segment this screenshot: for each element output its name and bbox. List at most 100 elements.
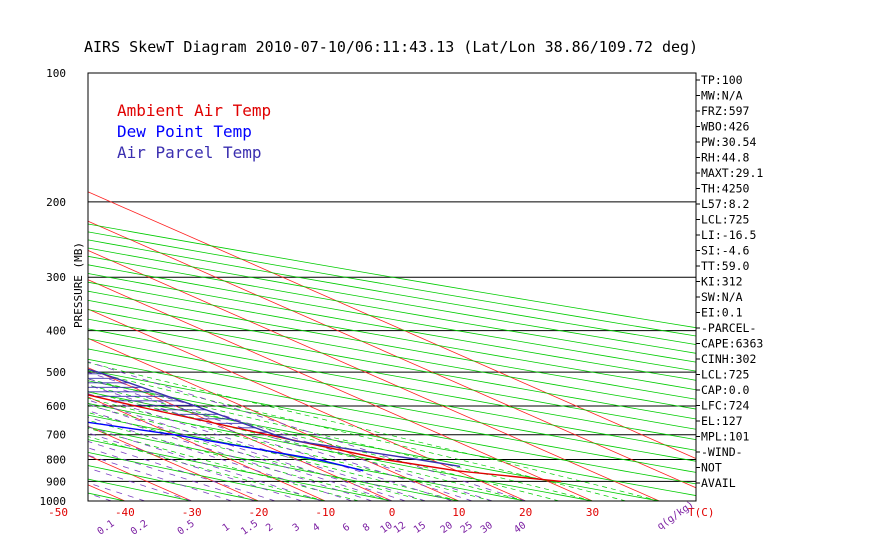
isotherm-line (88, 367, 393, 501)
index-entry: CAP:0.0 (701, 383, 750, 397)
moist-adiabat-line (88, 427, 359, 501)
index-entry: SW:N/A (701, 290, 743, 304)
mixing-ratio-line (88, 410, 373, 501)
moist-adiabat-line (88, 391, 526, 501)
isotherm-line (88, 337, 460, 501)
bottom-temp-tick-label: 10 (452, 506, 465, 519)
mixing-ratio-label: 2 (264, 522, 275, 534)
plot-frame (87, 72, 697, 502)
pressure-tick-label: 700 (46, 429, 66, 442)
mixing-ratio-label: 25 (459, 520, 475, 536)
mixing-ratio-label: 0.1 (96, 518, 117, 537)
mixing-ratio-line (88, 399, 406, 501)
dry-adiabat-line (88, 414, 526, 501)
index-entry: SI:-4.6 (701, 244, 750, 258)
mixing-ratio-label: 0.2 (129, 518, 150, 537)
pressure-tick-label: 500 (46, 366, 66, 379)
pressure-tick-label: 600 (46, 400, 66, 413)
mixing-ratio-label: 6 (341, 522, 352, 534)
index-entry: WBO:426 (701, 120, 750, 134)
dry-adiabat-line (88, 451, 326, 501)
mixing-ratio-label: 0.5 (176, 518, 197, 537)
dry-adiabat-line (88, 231, 696, 337)
index-entry: KI:312 (701, 275, 743, 289)
dry-adiabat-line (88, 439, 393, 501)
profile-lines (88, 368, 562, 483)
dry-adiabat-line (88, 299, 696, 410)
index-entry: MAXT:29.1 (701, 166, 763, 180)
dry-adiabat-line (88, 328, 696, 441)
index-entry: L57:8.2 (701, 197, 749, 211)
dry-adiabat-line (88, 239, 696, 345)
mixing-ratio-line (88, 378, 473, 501)
pressure-tick-label: 1000 (40, 495, 67, 508)
mixing-ratio-label: 4 (311, 522, 322, 534)
mixing-ratio-line (88, 403, 393, 501)
index-entry: LFC:724 (701, 399, 750, 413)
legend-entry: Ambient Air Temp (117, 101, 271, 120)
isotherm-line (88, 308, 526, 501)
bottom-temp-tick-label: -10 (315, 506, 335, 519)
mixing-ratio-line (88, 384, 453, 501)
mixing-ratio-line (88, 371, 493, 501)
bottom-temp-tick-label: -40 (115, 506, 135, 519)
index-entry: EL:127 (701, 414, 743, 428)
dry-adiabat-line (88, 318, 696, 430)
index-entry: -WIND- (701, 445, 743, 459)
y-axis-label: PRESSURE (MB) (72, 242, 85, 328)
legend-entry: Dew Point Temp (117, 122, 252, 141)
mixing-ratio-label: 40 (512, 520, 528, 536)
moist-adiabat-line (88, 404, 459, 501)
moist-adiabat-line (88, 378, 593, 501)
index-entry: LCL:725 (701, 368, 749, 382)
dry-adiabat-line (88, 223, 696, 329)
dry-adiabat-line (88, 290, 696, 400)
temp-unit-label: T(C) (688, 506, 715, 519)
cape-hatching (88, 368, 282, 438)
index-entry: MPL:101 (701, 430, 750, 444)
pressure-tick-label: 100 (46, 67, 66, 80)
mixing-ratio-label: 3 (291, 522, 302, 534)
mixing-ratio-line (88, 361, 526, 501)
bottom-temp-tick-label: 20 (519, 506, 532, 519)
index-entry: CAPE:6363 (701, 337, 763, 351)
index-entry: TH:4250 (701, 182, 750, 196)
grid-lines (88, 73, 696, 501)
series-line (88, 421, 364, 472)
pressure-tick-label: 900 (46, 475, 66, 488)
index-entry: AVAIL (701, 476, 736, 490)
moist-adiabat-line (88, 412, 426, 501)
series-line (88, 368, 461, 468)
moist-adiabat-line (88, 362, 660, 501)
legend-entry: Air Parcel Temp (117, 143, 262, 162)
bottom-temp-tick-label: -50 (48, 506, 68, 519)
mixing-ratio-label: 1 (221, 522, 232, 534)
bottom-temp-tick-label: -20 (249, 506, 269, 519)
mixing-ratio-line (88, 482, 146, 501)
dry-adiabat-line (88, 465, 259, 501)
pressure-tick-label: 400 (46, 325, 66, 338)
dry-adiabat-line (88, 309, 696, 420)
pressure-tick-label: 300 (46, 271, 66, 284)
chart-title: AIRS SkewT Diagram 2010-07-10/06:11:43.1… (84, 38, 698, 56)
mixing-ratio-line (88, 467, 192, 501)
isotherm-line (88, 279, 593, 501)
index-entry: MW:N/A (701, 89, 743, 103)
pressure-tick-label: 800 (46, 454, 66, 467)
isotherm-line (88, 396, 326, 501)
moist-adiabat-line (88, 384, 560, 501)
mixing-ratio-label: 30 (479, 520, 495, 536)
dry-adiabat-line (88, 391, 660, 501)
mixing-ratio-label: 8 (361, 522, 372, 534)
mixing-ratio-label: 15 (412, 520, 428, 536)
dry-adiabat-line (88, 369, 696, 485)
index-entry: RH:44.8 (701, 151, 750, 165)
dry-adiabat-line (88, 338, 696, 451)
moist-adiabat-line (88, 370, 626, 501)
series-line (88, 394, 562, 483)
index-entry: PW:30.54 (701, 135, 756, 149)
isotherm-line (88, 220, 696, 489)
dry-adiabat-line (88, 426, 459, 501)
